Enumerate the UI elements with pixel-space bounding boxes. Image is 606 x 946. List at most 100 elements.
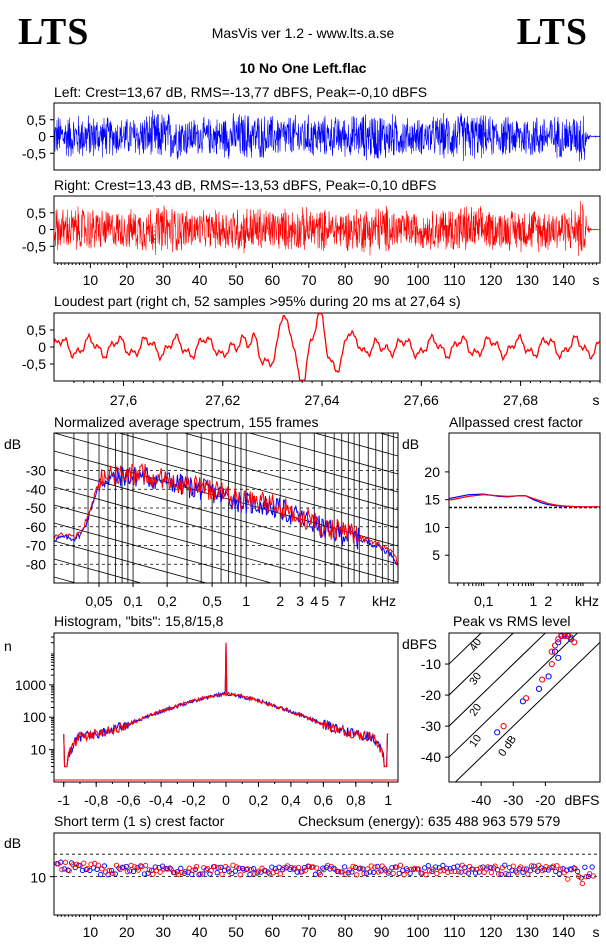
- short-term-crest-point-blue: [341, 864, 348, 870]
- histogram-xtick-label: 1: [384, 792, 392, 808]
- loudest-part-frame: [53, 312, 601, 382]
- spectrum-xtick-label: 0,5: [202, 593, 222, 609]
- spectrum-slope-line: [54, 667, 398, 762]
- right-waveform-xtick-label: 10: [83, 272, 99, 288]
- short-term-crest-point-red: [368, 863, 374, 869]
- short-term-crest-xtick-label: 30: [155, 924, 171, 940]
- short-term-crest-point-red: [525, 871, 531, 877]
- short-term-crest-point-red: [557, 866, 564, 872]
- short-term-crest-point-red: [193, 863, 200, 870]
- spectrum-xtick-label: 1: [242, 593, 250, 609]
- short-term-crest-point-red: [383, 868, 389, 874]
- short-term-crest-point-blue: [101, 863, 108, 869]
- spectrum-ytick-label: -40: [26, 481, 46, 497]
- short-term-crest-xtick-label: 60: [265, 924, 281, 940]
- short-term-crest-point-blue: [192, 866, 199, 873]
- short-term-crest-xtick-label: 40: [192, 924, 208, 940]
- right-waveform-xtick-label: 40: [192, 272, 208, 288]
- peak-vs-rms-crest-label: 30: [467, 671, 484, 688]
- right-waveform-xtick-label: 130: [516, 272, 540, 288]
- spectrum-xunit: kHz: [372, 593, 396, 609]
- short-term-crest-xtick-label: 50: [228, 924, 244, 940]
- short-term-crest-point-red: [135, 867, 141, 873]
- allpassed-crest-ytick-label: 10: [424, 519, 440, 535]
- short-term-crest-point-blue: [454, 863, 461, 869]
- right-waveform-xunit: s: [593, 272, 600, 288]
- loudest-part-xunit: s: [593, 392, 600, 408]
- short-term-crest-point-red: [397, 862, 404, 868]
- short-term-crest-point-red: [470, 866, 476, 873]
- short-term-crest-point-blue: [112, 871, 118, 877]
- short-term-crest-ylabel: dB: [4, 835, 21, 851]
- peak-vs-rms-point-red: [555, 636, 562, 643]
- short-term-crest-point-red: [237, 872, 243, 878]
- short-term-crest-point-red: [481, 869, 487, 875]
- histogram-ytick-label: 100: [23, 709, 47, 725]
- short-term-crest-point-red: [252, 871, 258, 877]
- short-term-crest-point-red: [146, 867, 152, 873]
- short-term-crest-xtick-label: 140: [552, 924, 576, 940]
- histogram-xtick-label: -0,6: [117, 792, 141, 808]
- right-waveform-xtick-label: 90: [374, 272, 390, 288]
- short-term-crest-point-red: [583, 874, 589, 880]
- short-term-crest-point-blue: [505, 871, 512, 878]
- peak-vs-rms-ytick-label: -10: [421, 656, 441, 672]
- short-term-crest-point-red: [295, 864, 302, 871]
- short-term-crest-point-red: [88, 861, 94, 867]
- short-term-crest-point-red: [317, 871, 323, 878]
- peak-vs-rms-crest-label: 20: [467, 702, 484, 719]
- short-term-crest-point-red: [255, 868, 262, 874]
- short-term-crest-point-red: [536, 862, 542, 868]
- short-term-crest-point-red: [579, 880, 586, 887]
- short-term-crest-point-red: [179, 869, 185, 876]
- spectrum-frame: [53, 432, 399, 584]
- right-waveform-ytick-label: -0,5: [22, 238, 46, 254]
- right-waveform-signal: [53, 200, 601, 257]
- short-term-crest-point-blue: [440, 862, 446, 869]
- loudest-part-ytick-label: 0: [38, 339, 46, 355]
- short-term-crest-point-red: [510, 863, 516, 869]
- short-term-crest-point-red: [197, 871, 203, 877]
- short-term-crest-point-red: [288, 864, 294, 871]
- short-term-crest-point-red: [219, 871, 225, 878]
- short-term-crest-xtick-label: 80: [337, 924, 353, 940]
- short-term-crest-point-red: [554, 863, 560, 869]
- spectrum-slope-line: [117, 433, 398, 511]
- right-waveform-panel: Right: Crest=13,43 dB, RMS=-13,53 dBFS, …: [22, 177, 601, 288]
- spectrum-slope-line: [54, 486, 398, 583]
- short-term-crest-point-red: [95, 862, 101, 868]
- spectrum-slope-line: [54, 558, 143, 583]
- short-term-crest-point-blue: [108, 867, 115, 874]
- peak-vs-rms-point-blue: [564, 633, 571, 640]
- short-term-crest-point-red: [277, 871, 283, 877]
- short-term-crest-point-red: [244, 866, 251, 872]
- short-term-crest-point-red: [259, 865, 265, 871]
- short-term-crest-point-red: [576, 873, 582, 880]
- peak-vs-rms-crest-line: [454, 641, 600, 782]
- peak-vs-rms-crest-label: 40: [467, 636, 484, 653]
- short-term-crest-point-red: [539, 867, 546, 874]
- short-term-crest-xtick-label: 110: [443, 924, 466, 940]
- short-term-crest-point-red: [412, 865, 418, 871]
- short-term-crest-point-red: [335, 868, 342, 875]
- short-term-crest-point-blue: [556, 871, 563, 877]
- peak-vs-rms-point-red: [567, 634, 575, 641]
- peak-vs-rms-crest-line: [449, 633, 482, 665]
- lts-logo-left: LTS: [18, 11, 90, 53]
- short-term-crest-point-red: [168, 866, 174, 872]
- short-term-crest-point-red: [477, 865, 484, 871]
- short-term-crest-point-red: [223, 863, 229, 870]
- short-term-crest-point-blue: [487, 864, 493, 871]
- short-term-crest-point-blue: [276, 864, 282, 870]
- short-term-crest-point-blue: [199, 871, 206, 877]
- peak-vs-rms-point-red: [571, 639, 578, 646]
- short-term-crest-point-blue: [542, 866, 548, 873]
- short-term-crest-point-red: [150, 871, 156, 877]
- loudest-part-ytick-label: 0,5: [27, 322, 47, 338]
- left-waveform-title: Left: Crest=13,67 dB, RMS=-13,77 dBFS, P…: [54, 84, 427, 100]
- right-waveform-xtick-label: 70: [301, 272, 317, 288]
- short-term-crest-point-red: [455, 869, 462, 875]
- short-term-crest-point-blue: [553, 868, 559, 875]
- peak-vs-rms-crest-line: [449, 633, 579, 758]
